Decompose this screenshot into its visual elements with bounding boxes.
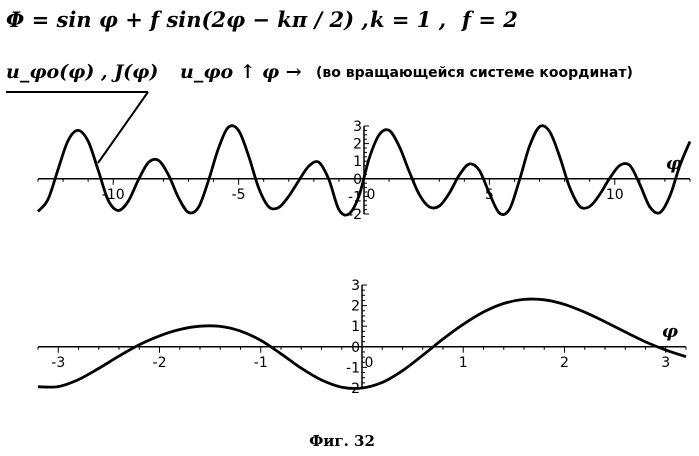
top-x-tick-label: 10 xyxy=(606,187,624,203)
param-f-text: f = 2 xyxy=(460,7,518,32)
bottom-y-tick-label: 1 xyxy=(351,319,360,335)
bottom-y-tick-label: 2 xyxy=(351,299,360,315)
formula-text: Φ = sin φ + f sin(2φ − kπ / 2) , xyxy=(6,7,369,32)
bottom-x-tick-label: -3 xyxy=(51,355,65,371)
bottom-x-tick-label: -1 xyxy=(254,355,268,371)
bottom-x-tick-label: 2 xyxy=(560,355,569,371)
top-x-tick-label: -5 xyxy=(232,187,246,203)
top-y-tick-label: -2 xyxy=(348,207,362,223)
bottom-y-tick-label: 3 xyxy=(351,278,360,294)
top-y-tick-label: 1 xyxy=(353,154,362,170)
phi-arrow-label: φ → xyxy=(262,61,302,83)
top-y-tick-label: 2 xyxy=(353,137,362,153)
bottom-chart: -3-2-10123-2-10123φ xyxy=(38,278,686,397)
rotating-frame-note: (во вращающейся системе координат) xyxy=(316,65,633,81)
curve-label: u_φo(φ) , J(φ) xyxy=(6,61,158,83)
bottom-x-tick-label: 3 xyxy=(661,355,670,371)
param-k-text: k = 1 , xyxy=(370,7,446,32)
top-chart: -10-50510-2-10123φ xyxy=(38,119,690,223)
bottom-x-axis-label: φ xyxy=(662,321,679,342)
top-x-tick-label: 0 xyxy=(367,187,376,203)
u-arrow-label: u_φo ↑ xyxy=(180,61,256,83)
bottom-x-tick-label: -2 xyxy=(153,355,167,371)
bottom-x-tick-label: 1 xyxy=(459,355,468,371)
figure-caption: Фиг. 32 xyxy=(309,432,375,450)
bottom-y-tick-label: -1 xyxy=(346,360,360,376)
curve-label-pointer xyxy=(98,92,148,163)
bottom-x-tick-label: 0 xyxy=(365,355,374,371)
top-y-tick-label: 3 xyxy=(353,119,362,135)
bottom-y-tick-label: 0 xyxy=(351,340,360,356)
